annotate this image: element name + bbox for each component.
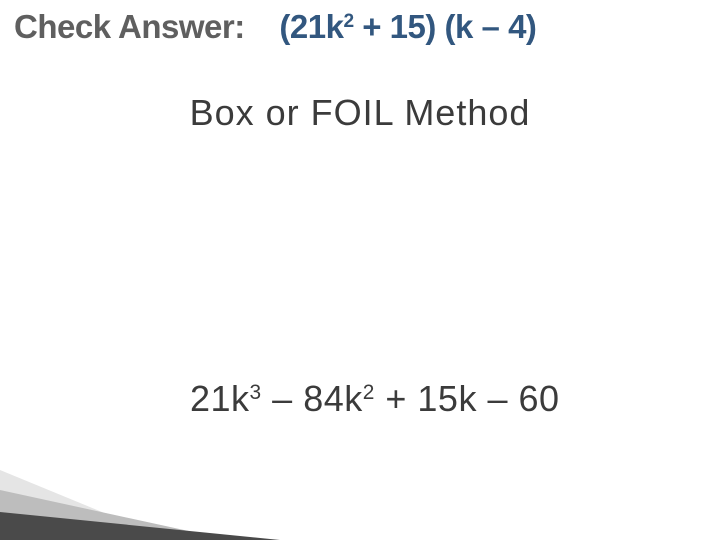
slide: Check Answer: (21k2 + 15) (k – 4) Box or… bbox=[0, 0, 720, 540]
expr-exp1: 2 bbox=[343, 11, 353, 32]
result-t3: + 15k – 60 bbox=[375, 378, 560, 419]
wedge-dark bbox=[0, 512, 280, 540]
expr-part1: (21k bbox=[279, 8, 343, 45]
result-t2: – 84k bbox=[262, 378, 363, 419]
expr-part2: + 15) (k – 4) bbox=[354, 8, 537, 45]
result-expression: 21k3 – 84k2 + 15k – 60 bbox=[190, 378, 560, 420]
wedge-light bbox=[0, 470, 170, 540]
title-line: Check Answer: (21k2 + 15) (k – 4) bbox=[14, 8, 706, 46]
result-e1: 3 bbox=[250, 381, 262, 404]
title-expression: (21k2 + 15) (k – 4) bbox=[279, 8, 536, 45]
result-e2: 2 bbox=[363, 381, 375, 404]
corner-decoration-icon bbox=[0, 450, 280, 540]
subtitle: Box or FOIL Method bbox=[0, 92, 720, 134]
title-label: Check Answer: bbox=[14, 8, 245, 45]
result-t1: 21k bbox=[190, 378, 250, 419]
wedge-mid bbox=[0, 490, 230, 540]
